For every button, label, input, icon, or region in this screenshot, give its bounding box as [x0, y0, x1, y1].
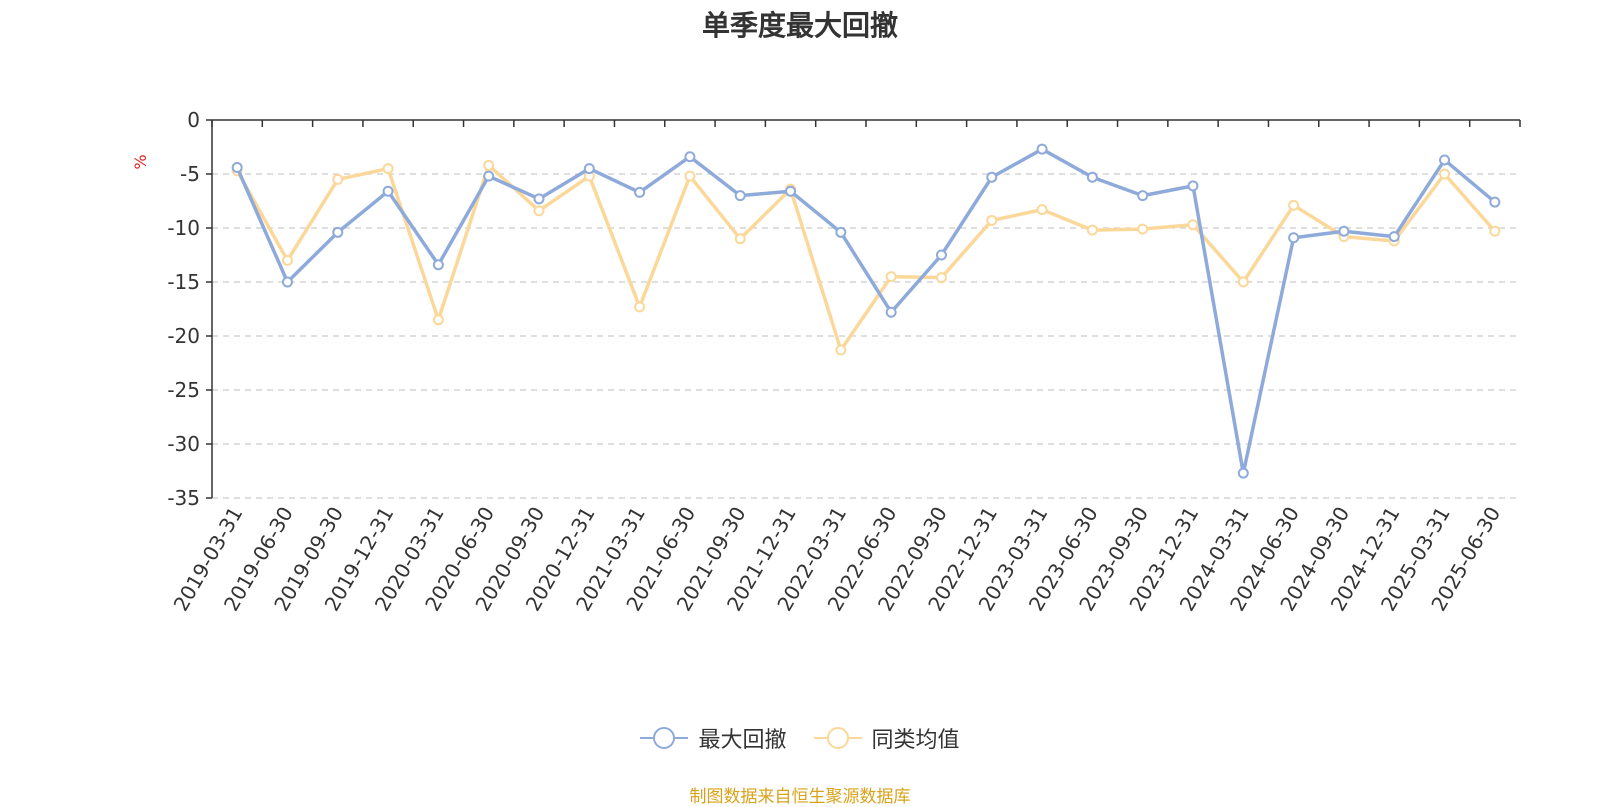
- legend-marker-max-drawdown: [640, 727, 689, 749]
- series-line-1: [235, 163, 1497, 352]
- data-point[interactable]: [1439, 154, 1451, 166]
- data-point[interactable]: [1489, 225, 1501, 237]
- data-point[interactable]: [734, 190, 746, 202]
- y-tick-label: -5: [180, 162, 200, 186]
- grid-lines: [212, 173, 1520, 499]
- data-point[interactable]: [1187, 219, 1199, 231]
- data-point[interactable]: [332, 226, 344, 238]
- data-point[interactable]: [1288, 232, 1300, 244]
- legend: 最大回撤 同类均值: [0, 722, 1600, 756]
- data-point[interactable]: [734, 233, 746, 245]
- y-tick-label: -10: [167, 216, 200, 240]
- data-point[interactable]: [986, 171, 998, 183]
- data-point[interactable]: [533, 205, 545, 217]
- data-point[interactable]: [1237, 276, 1249, 288]
- data-point[interactable]: [281, 276, 293, 288]
- data-point[interactable]: [1137, 223, 1149, 235]
- data-point[interactable]: [885, 306, 897, 318]
- data-point[interactable]: [1086, 224, 1098, 236]
- y-tick-label: 0: [187, 108, 200, 132]
- legend-item-peer-average[interactable]: 同类均值: [813, 722, 960, 754]
- data-point[interactable]: [1036, 143, 1048, 155]
- data-point[interactable]: [634, 186, 646, 198]
- data-point[interactable]: [1489, 196, 1501, 208]
- data-point[interactable]: [785, 185, 797, 197]
- legend-label-peer-average: 同类均值: [871, 728, 960, 753]
- y-tick-label: -20: [167, 324, 200, 348]
- data-point[interactable]: [483, 159, 495, 171]
- data-point[interactable]: [835, 344, 847, 356]
- data-point[interactable]: [1086, 171, 1098, 183]
- axes: 0-5-10-15-20-25-30-352019-03-312019-06-3…: [167, 108, 1521, 615]
- series-lines: [231, 143, 1501, 479]
- data-point[interactable]: [382, 163, 394, 175]
- data-point[interactable]: [533, 193, 545, 205]
- data-point[interactable]: [634, 301, 646, 313]
- data-point[interactable]: [986, 214, 998, 226]
- y-tick-label: -25: [167, 378, 200, 402]
- data-point[interactable]: [432, 259, 444, 271]
- data-point[interactable]: [332, 173, 344, 185]
- data-point[interactable]: [684, 151, 696, 163]
- data-point[interactable]: [1187, 180, 1199, 192]
- data-point[interactable]: [1137, 190, 1149, 202]
- data-source-note: 制图数据来自恒生聚源数据库: [689, 787, 911, 807]
- data-point[interactable]: [1338, 225, 1350, 237]
- chart-title: 单季度最大回撤: [701, 9, 898, 42]
- data-point[interactable]: [281, 254, 293, 266]
- y-tick-label: -30: [167, 432, 200, 456]
- y-tick-label: -35: [167, 486, 200, 510]
- y-tick-label: -15: [167, 270, 200, 294]
- data-point[interactable]: [483, 170, 495, 182]
- legend-label-max-drawdown: 最大回撤: [698, 728, 787, 753]
- legend-marker-peer-average: [813, 727, 862, 749]
- data-point[interactable]: [835, 226, 847, 238]
- data-point[interactable]: [935, 272, 947, 284]
- legend-item-max-drawdown[interactable]: 最大回撤: [640, 722, 787, 754]
- y-axis-unit-label: %: [131, 154, 150, 169]
- data-point[interactable]: [231, 162, 243, 174]
- data-point[interactable]: [1388, 231, 1400, 243]
- data-point[interactable]: [1288, 199, 1300, 211]
- data-point[interactable]: [1439, 168, 1451, 180]
- data-point[interactable]: [583, 163, 595, 175]
- data-point[interactable]: [1036, 204, 1048, 216]
- data-point[interactable]: [885, 271, 897, 283]
- data-point[interactable]: [432, 314, 444, 326]
- data-point[interactable]: [1237, 467, 1249, 479]
- data-point[interactable]: [935, 249, 947, 261]
- data-point[interactable]: [382, 185, 394, 197]
- series-line-0: [235, 147, 1496, 475]
- data-point[interactable]: [684, 170, 696, 182]
